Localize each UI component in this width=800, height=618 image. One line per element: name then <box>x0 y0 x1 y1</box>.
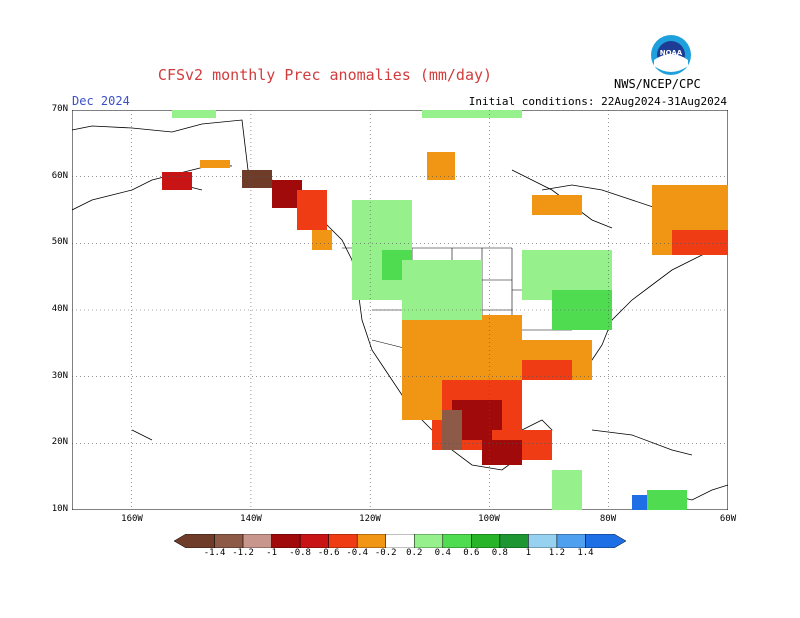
lat-label-50n: 50N <box>51 237 68 247</box>
legend-swatch <box>299 534 329 548</box>
graticule <box>72 110 728 510</box>
agency-label: NWS/NCEP/CPC <box>614 77 701 91</box>
lon-label-120w: 120W <box>359 514 381 524</box>
lat-label-40n: 40N <box>51 304 68 314</box>
legend-swatch <box>385 534 415 548</box>
legend-swatch <box>356 534 386 548</box>
legend-label: -0.4 <box>346 548 369 558</box>
legend-label: 1 <box>525 548 532 558</box>
anomaly-map <box>72 110 728 510</box>
legend-label: 0.4 <box>434 548 451 558</box>
lon-label-140w: 140W <box>240 514 262 524</box>
legend-swatch <box>174 534 215 548</box>
legend-swatch <box>528 534 558 548</box>
legend-swatches <box>174 534 626 548</box>
color-legend <box>174 534 626 548</box>
legend-label: 0.8 <box>491 548 508 558</box>
lat-label-60n: 60N <box>51 171 68 181</box>
lon-label-60w: 60W <box>719 514 737 524</box>
legend-label: 0.2 <box>406 548 423 558</box>
lon-label-80w: 80W <box>599 514 617 524</box>
legend-label: -0.6 <box>317 548 340 558</box>
legend-label: -1 <box>266 548 278 558</box>
legend-swatch <box>242 534 272 548</box>
legend-swatch <box>214 534 244 548</box>
logo-text: NOAA <box>660 49 683 57</box>
valid-month: Dec 2024 <box>72 94 130 108</box>
legend-label: -0.8 <box>289 548 311 558</box>
lat-label-30n: 30N <box>51 371 68 381</box>
legend-label: -0.2 <box>374 548 397 558</box>
lon-label-160w: 160W <box>121 514 143 524</box>
legend-swatch <box>442 534 472 548</box>
legend-swatch <box>471 534 501 548</box>
legend-swatch <box>414 534 444 548</box>
legend-swatch <box>271 534 301 548</box>
legend-label: -1.4 <box>203 548 226 558</box>
legend-label: 1.4 <box>577 548 594 558</box>
lon-label-100w: 100W <box>478 514 500 524</box>
lat-label-70n: 70N <box>51 104 68 114</box>
chart-title: CFSv2 monthly Prec anomalies (mm/day) <box>157 66 493 84</box>
legend-label: 0.6 <box>463 548 480 558</box>
legend-swatch <box>499 534 529 548</box>
legend-label: 1.2 <box>548 548 566 558</box>
dry-anomalies <box>162 152 728 465</box>
initial-conditions: Initial conditions: 22Aug2024-31Aug2024 <box>468 95 727 108</box>
legend-swatch <box>328 534 358 548</box>
legend-label: -1.2 <box>232 548 254 558</box>
noaa-logo: NOAA <box>651 35 691 75</box>
legend-swatch <box>556 534 586 548</box>
lat-label-20n: 20N <box>51 437 68 447</box>
lat-label-10n: 10N <box>51 504 68 514</box>
legend-swatch <box>585 534 626 548</box>
